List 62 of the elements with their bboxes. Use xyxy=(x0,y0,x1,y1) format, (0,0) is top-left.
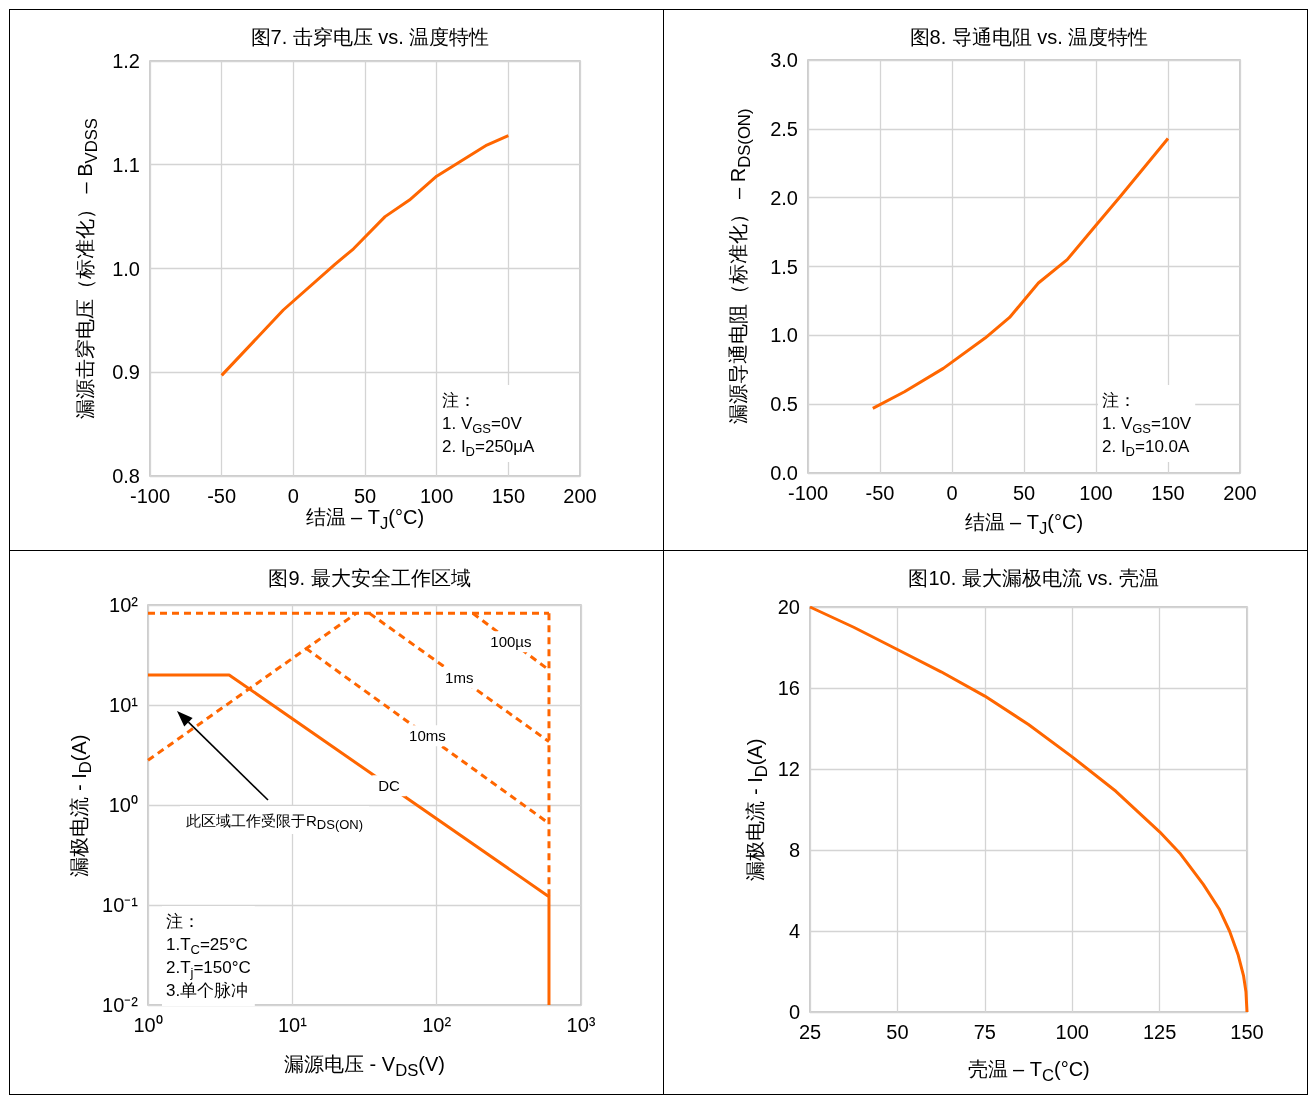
x-tick-label: 100 xyxy=(1055,1021,1089,1043)
series-label: 10ms xyxy=(409,727,446,745)
x-tick-label: 10³ xyxy=(566,1014,596,1036)
y-tick-label: 2.0 xyxy=(770,186,798,209)
chart-title: 图7. 击穿电压 vs. 温度特性 xyxy=(250,26,490,48)
x-tick-label: -50 xyxy=(207,485,237,507)
x-axis-title: 壳温 – T$_{C}$(°C) xyxy=(967,1056,1090,1087)
x-axis-title: 结温 – T$_{J}$(°C) xyxy=(305,505,425,533)
y-tick-label: 1.5 xyxy=(770,255,798,278)
y-tick-label: 3.0 xyxy=(770,49,798,71)
y-tick-label: 0.9 xyxy=(112,361,140,384)
chart-title: 图9. 最大安全工作区域 xyxy=(268,567,471,589)
y-tick-label: 0.5 xyxy=(770,393,798,416)
chart-title: 图8. 导通电阻 vs. 温度特性 xyxy=(909,26,1149,48)
series-label: DC xyxy=(378,777,401,795)
x-tick-label: 10⁰ xyxy=(133,1014,163,1036)
x-tick-label: 0 xyxy=(946,482,958,504)
y-tick-label: 2.5 xyxy=(770,117,798,140)
x-tick-label: 25 xyxy=(798,1021,822,1043)
chart-title: 图10. 最大漏极电流 vs. 壳温 xyxy=(908,567,1159,589)
x-tick-label: 150 xyxy=(1230,1021,1264,1043)
x-tick-label: 150 xyxy=(491,485,526,507)
x-tick-label: 50 xyxy=(353,485,377,507)
y-tick-label: 12 xyxy=(777,758,800,780)
x-tick-label: 50 xyxy=(1012,482,1036,504)
x-tick-label: 200 xyxy=(563,485,597,507)
annotation: 注： xyxy=(442,391,476,410)
y-tick-label: 10² xyxy=(109,594,139,616)
y-tick-label: 16 xyxy=(777,677,800,699)
x-tick-label: 100 xyxy=(419,485,454,507)
y-tick-label: 0.0 xyxy=(770,462,798,484)
x-tick-label: 0 xyxy=(287,485,299,507)
series-label: 100µs xyxy=(490,633,532,651)
x-axis-title: 结温 – T$_{J}$(°C) xyxy=(964,509,1084,540)
y-tick-label: 1.1 xyxy=(112,153,140,176)
y-tick-label: 1.0 xyxy=(770,324,798,347)
annotation: 注： xyxy=(1102,391,1136,410)
y-tick-label: 8 xyxy=(788,839,800,861)
x-tick-label: 50 xyxy=(886,1021,909,1043)
y-tick-label: 10⁻² xyxy=(102,994,139,1016)
y-tick-label: 1.2 xyxy=(112,50,140,72)
x-tick-label: -100 xyxy=(787,482,829,504)
y-tick-label: 4 xyxy=(788,920,800,942)
x-tick-label: 100 xyxy=(1079,482,1113,504)
x-tick-label: -100 xyxy=(129,485,171,507)
x-tick-label: 200 xyxy=(1223,482,1257,504)
y-tick-label: 0.8 xyxy=(112,465,140,487)
y-tick-label: 10¹ xyxy=(109,694,139,716)
x-tick-label: 10² xyxy=(422,1014,452,1036)
x-tick-label: 10¹ xyxy=(277,1014,308,1036)
x-tick-label: 75 xyxy=(973,1021,996,1043)
series-label: 1ms xyxy=(445,669,474,686)
annotation: 3.单个脉冲 xyxy=(166,981,249,1000)
annotation: 注： xyxy=(166,912,200,931)
x-axis-title: 漏源电压 - V$_{DS}$(V) xyxy=(284,1051,445,1082)
y-tick-label: 1.0 xyxy=(112,257,140,280)
x-tick-label: 150 xyxy=(1151,482,1185,504)
x-tick-label: 125 xyxy=(1142,1021,1177,1043)
y-tick-label: 10⁻¹ xyxy=(102,894,139,916)
x-tick-label: -50 xyxy=(865,482,895,504)
y-tick-label: 20 xyxy=(777,596,800,618)
y-tick-label: 10⁰ xyxy=(108,794,138,816)
